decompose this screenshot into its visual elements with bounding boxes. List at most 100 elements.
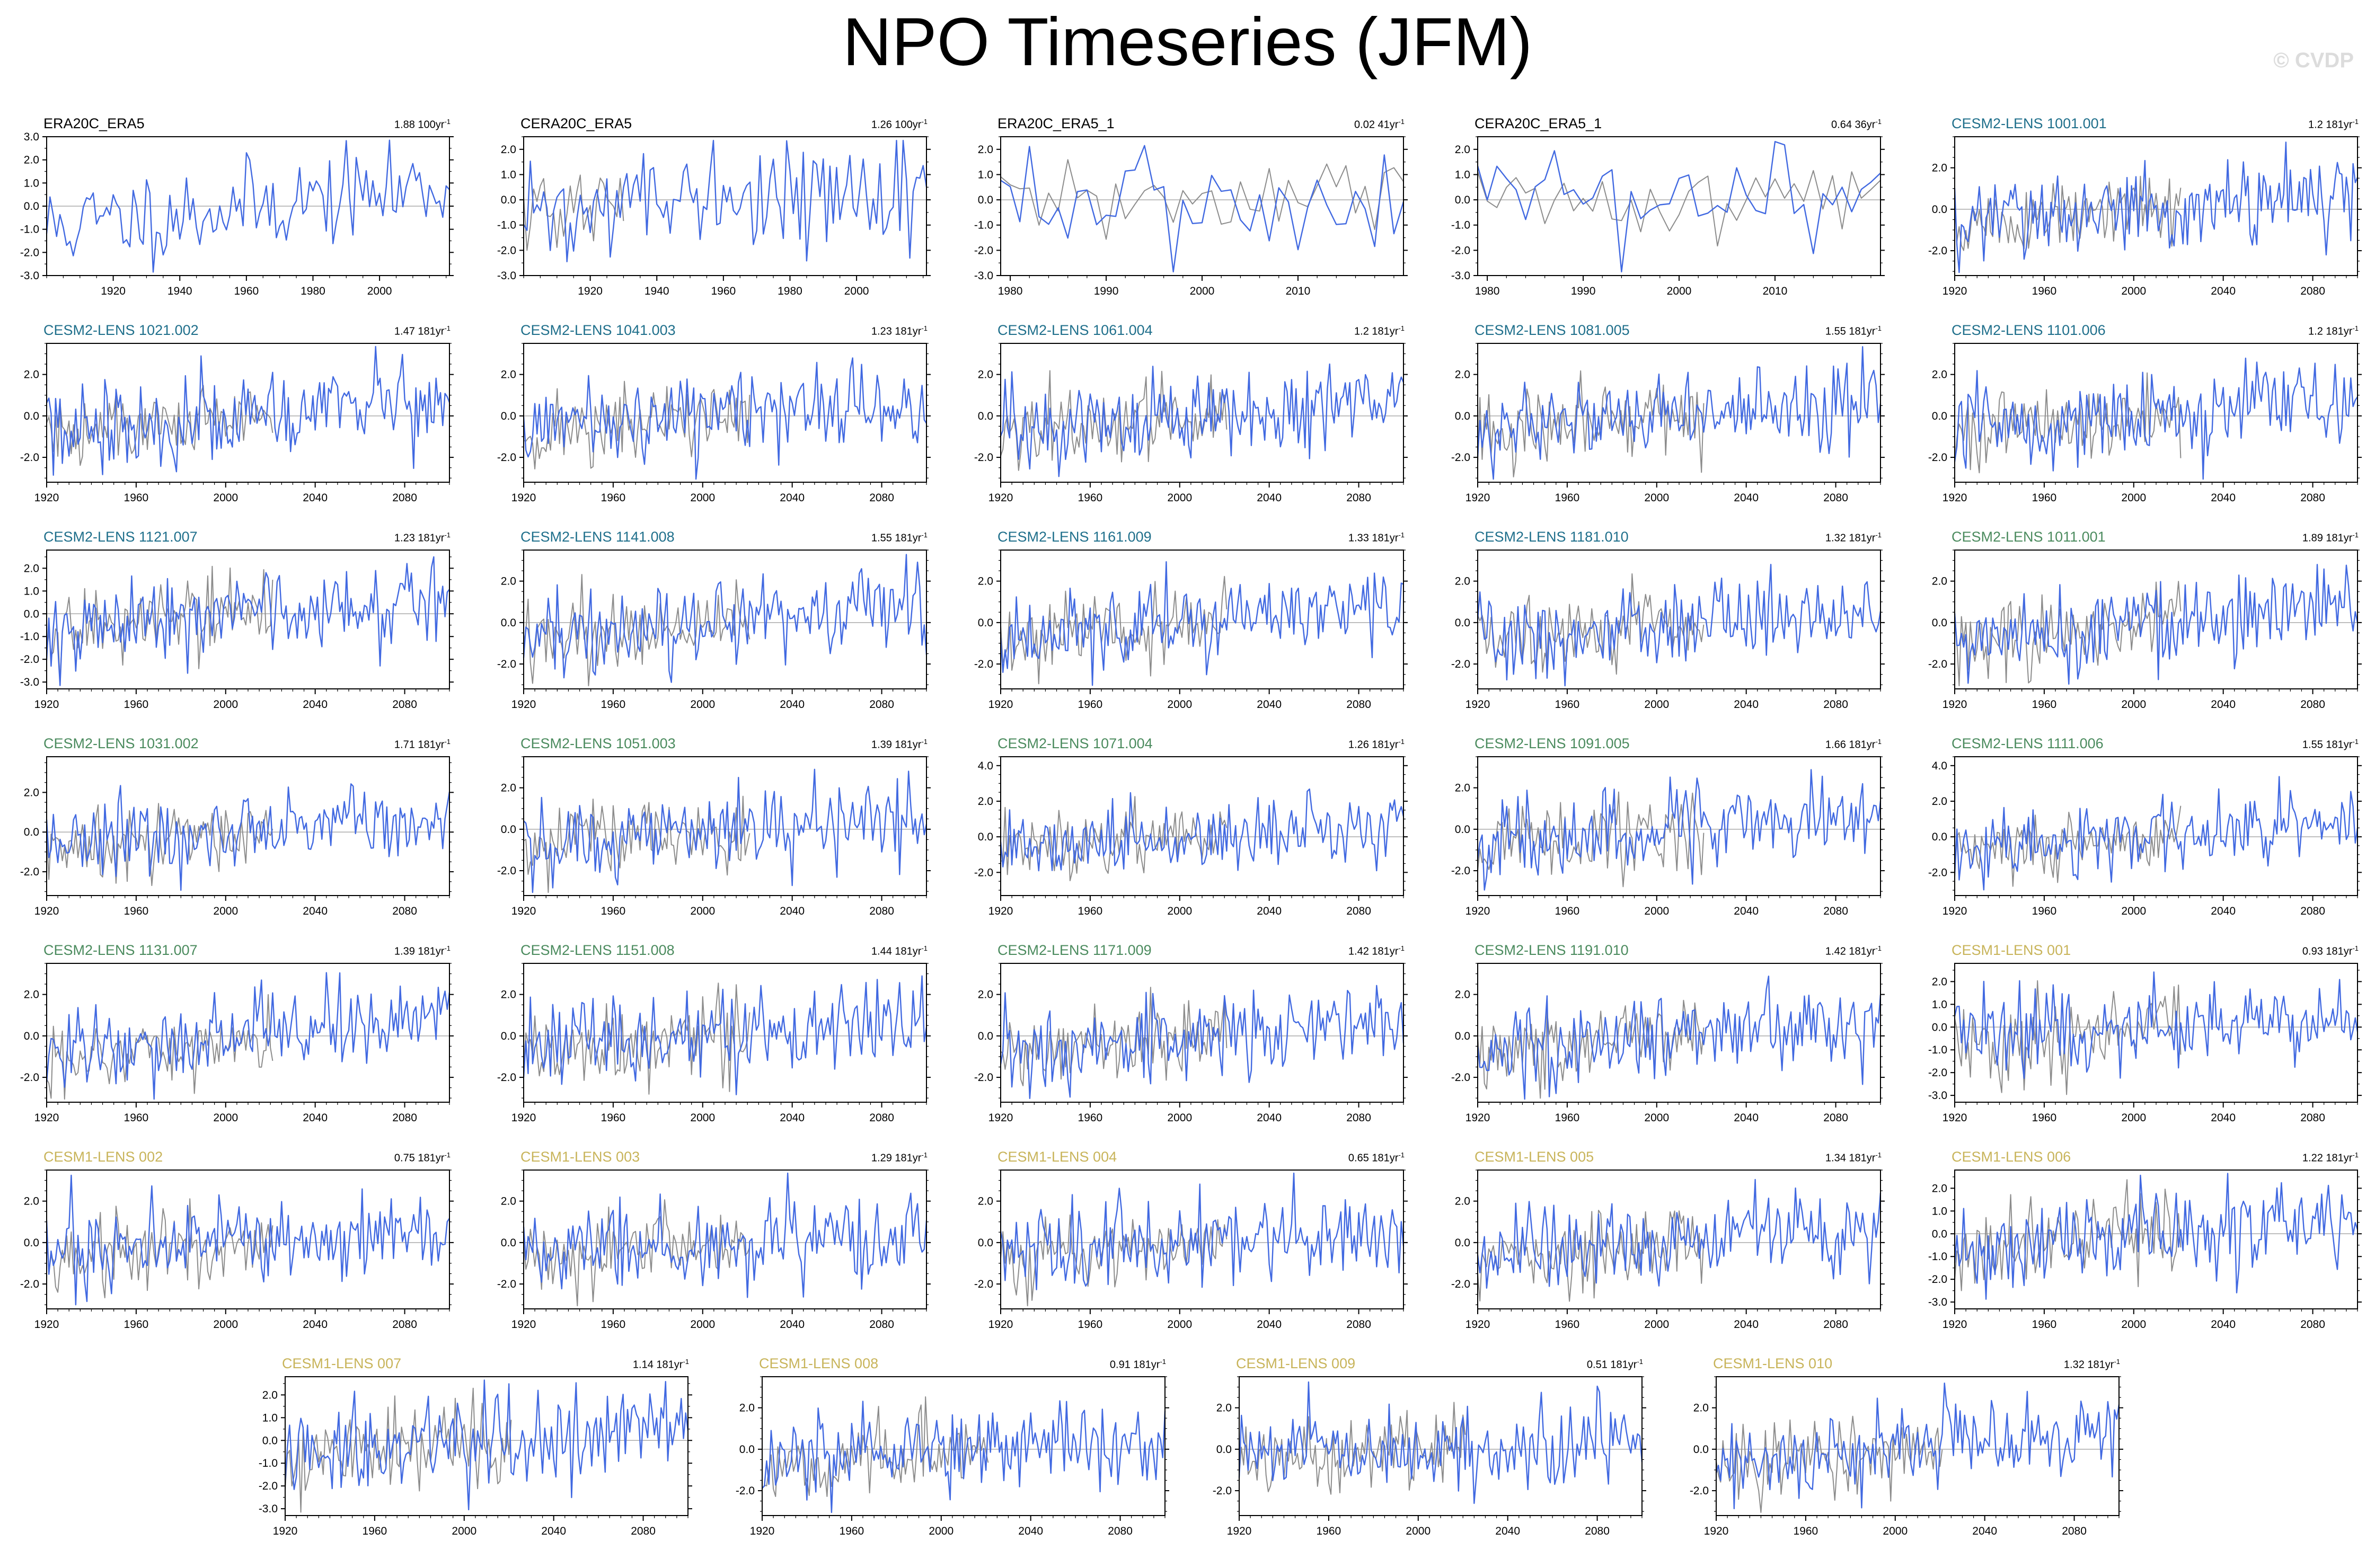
x-tick-label: 2040 xyxy=(780,905,805,917)
y-tick-label: 1.0 xyxy=(978,169,993,181)
panel-trend-label: 1.32 181yr-1 xyxy=(2064,1358,2120,1371)
y-tick-label: 0.0 xyxy=(501,1030,516,1042)
model-series-line xyxy=(284,1379,689,1511)
panel-plot: -2.0 0.0 2.0 1920 1960 2000 2040 2080 xyxy=(1928,136,2362,297)
trend-unit-exponent: -1 xyxy=(921,1151,928,1159)
y-tick-label: 0.0 xyxy=(1216,1443,1232,1456)
x-tick-label: 2000 xyxy=(844,285,869,297)
panel-trend-label: 1.23 181yr-1 xyxy=(871,324,928,338)
panel-title: CESM2-LENS 1021.002 xyxy=(43,322,199,338)
x-tick-label: 2040 xyxy=(780,1112,805,1124)
x-tick-label: 2000 xyxy=(213,1112,238,1124)
panel-plot: -2.0 0.0 2.0 1920 1960 2000 2040 2080 xyxy=(736,1376,1169,1537)
model-series-line xyxy=(1000,145,1405,273)
trend-unit-exponent: -1 xyxy=(921,324,928,332)
panel-title: CESM2-LENS 1041.003 xyxy=(520,322,676,338)
x-tick-label: 1920 xyxy=(988,1112,1013,1124)
y-tick-label: 2.0 xyxy=(1932,795,1947,808)
y-tick-label: -2.0 xyxy=(736,1485,755,1497)
panel-title: ERA20C_ERA5 xyxy=(43,116,145,131)
y-tick-label: -2.0 xyxy=(1928,866,1947,879)
panel-plot: -3.0 -2.0 -1.0 0.0 1.0 2.0 1920 1960 2000 2040 208… xyxy=(259,1376,692,1537)
panel-title: CESM2-LENS 1071.004 xyxy=(997,736,1153,751)
chart-panel: CESM1-LENS 006 1.22 181yr-1 -3.0 -2.0 -1.0 0.… xyxy=(1909,1145,2375,1346)
x-tick-label: 2000 xyxy=(213,698,238,711)
trend-value: 0.02 41yr xyxy=(1354,119,1399,131)
x-tick-label: 1960 xyxy=(601,698,626,711)
x-tick-label: 2080 xyxy=(1823,1318,1848,1331)
x-tick-label: 1920 xyxy=(1227,1525,1252,1537)
x-tick-label: 1920 xyxy=(750,1525,775,1537)
model-series-line xyxy=(1477,346,1882,480)
trend-value: 1.23 181yr xyxy=(394,532,445,544)
x-tick-label: 2040 xyxy=(1257,905,1282,917)
x-tick-label: 2080 xyxy=(869,492,894,504)
chart-panel: CESM2-LENS 1171.009 1.42 181yr-1 -2.0 0.0 2.… xyxy=(955,938,1422,1139)
model-series-line xyxy=(46,346,451,476)
model-series-line xyxy=(523,554,928,683)
y-tick-label: 2.0 xyxy=(24,369,39,381)
x-tick-label: 1960 xyxy=(124,698,149,711)
observed-series-line xyxy=(1000,987,1228,1086)
model-series-line xyxy=(1000,561,1404,686)
x-tick-label: 2040 xyxy=(780,1318,805,1331)
chart-panel: CESM2-LENS 1071.004 1.26 181yr-1 -2.0 0.0 2.… xyxy=(955,731,1422,933)
chart-panel: CESM2-LENS 1091.005 1.66 181yr-1 -2.0 0.0 2.… xyxy=(1432,731,1899,933)
y-tick-label: 0.0 xyxy=(1455,194,1470,206)
x-tick-label: 1960 xyxy=(1555,905,1580,917)
x-tick-label: 2040 xyxy=(1734,492,1759,504)
model-series-line xyxy=(46,139,450,273)
plot-frame xyxy=(1477,343,1881,483)
observed-series-line xyxy=(1239,1402,1466,1495)
chart-panel: CESM2-LENS 1111.006 1.55 181yr-1 -2.0 0.0 2.… xyxy=(1909,731,2375,933)
y-tick-label: 2.0 xyxy=(1932,575,1947,588)
chart-panel: CESM2-LENS 1051.003 1.39 181yr-1 -2.0 0.0 2.… xyxy=(478,731,944,933)
panel-plot: -3.0 -2.0 -1.0 0.0 1.0 2.0 1920 1960 2000 2040 208… xyxy=(1928,963,2362,1124)
model-series-line xyxy=(523,357,928,480)
trend-value: 0.75 181yr xyxy=(394,1152,445,1164)
plot-frame xyxy=(1000,343,1404,483)
model-series-line xyxy=(762,1400,1166,1513)
panel-trend-label: 1.44 181yr-1 xyxy=(871,944,928,958)
x-tick-label: 2000 xyxy=(1167,905,1192,917)
panel-trend-label: 1.66 181yr-1 xyxy=(1825,738,1882,751)
panel-trend-label: 1.55 181yr-1 xyxy=(2302,738,2359,751)
trend-value: 0.64 36yr xyxy=(1831,119,1876,131)
x-tick-label: 2040 xyxy=(303,1112,328,1124)
x-tick-label: 2040 xyxy=(2211,698,2236,711)
y-tick-label: -2.0 xyxy=(20,1071,39,1084)
x-tick-label: 2000 xyxy=(1190,285,1215,297)
observed-series-line xyxy=(762,1396,989,1497)
y-tick-label: 0.0 xyxy=(978,194,993,206)
y-tick-label: 2.0 xyxy=(1932,369,1947,381)
panel-title: CESM2-LENS 1151.008 xyxy=(520,942,675,958)
x-tick-label: 1960 xyxy=(1078,492,1103,504)
chart-panel: CESM2-LENS 1131.007 1.39 181yr-1 -2.0 0.0 2.… xyxy=(1,938,467,1139)
trend-unit-exponent: -1 xyxy=(444,1151,451,1159)
x-tick-label: 1920 xyxy=(34,1318,59,1331)
trend-value: 1.29 181yr xyxy=(871,1152,922,1164)
x-tick-label: 2040 xyxy=(2211,1318,2236,1331)
x-tick-label: 1960 xyxy=(1078,1112,1103,1124)
model-series-line xyxy=(1477,141,1881,273)
chart-panel: CERA20C_ERA5_1 0.64 36yr-1 -3.0 -2.0 -1.0 0.0… xyxy=(1432,111,1899,313)
observed-series-line xyxy=(523,380,751,469)
plot-frame xyxy=(523,136,927,276)
y-tick-label: 0.0 xyxy=(978,410,993,422)
y-tick-label: 2.0 xyxy=(978,989,993,1001)
x-tick-label: 1960 xyxy=(2032,492,2057,504)
trend-value: 1.71 181yr xyxy=(394,739,445,751)
y-tick-label: 1.0 xyxy=(24,585,39,597)
panel-plot: -2.0 0.0 2.0 1920 1960 2000 2040 2080 xyxy=(20,1170,454,1331)
x-tick-label: 2080 xyxy=(2062,1525,2087,1537)
panel-plot: -2.0 0.0 2.0 1920 1960 2000 2040 2080 xyxy=(1928,343,2362,504)
x-tick-label: 2080 xyxy=(1823,1112,1848,1124)
x-tick-label: 1920 xyxy=(511,1318,536,1331)
x-tick-label: 1980 xyxy=(1475,285,1500,297)
x-tick-label: 2080 xyxy=(1346,1112,1371,1124)
x-tick-label: 2000 xyxy=(1167,1112,1192,1124)
y-tick-label: -1.0 xyxy=(20,224,39,236)
x-tick-label: 2080 xyxy=(869,698,894,711)
watermark: © CVDP xyxy=(2273,49,2354,72)
trend-unit-exponent: -1 xyxy=(444,324,451,332)
